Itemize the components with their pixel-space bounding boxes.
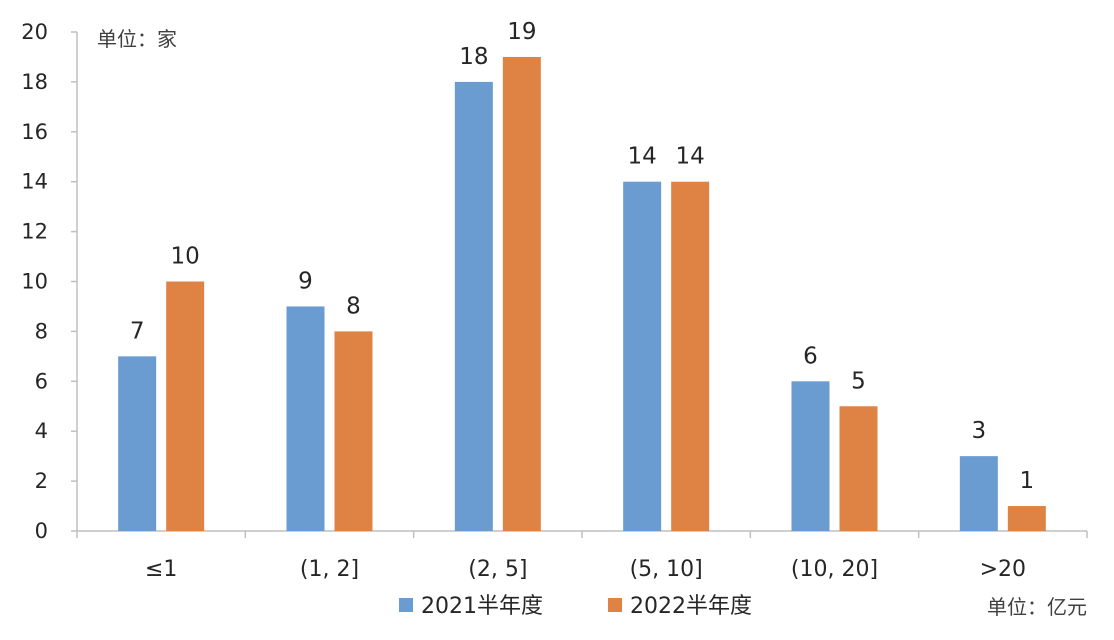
data-label: 1 — [1020, 468, 1035, 494]
legend: 2021半年度 2022半年度 — [399, 594, 752, 619]
y-tick-label: 10 — [21, 270, 48, 294]
legend-swatch-2022 — [608, 598, 622, 612]
x-tick-label: (2, 5] — [468, 557, 527, 582]
bar-2021 — [959, 456, 998, 531]
bars — [118, 56, 1046, 532]
x-tick-label: >20 — [980, 557, 1026, 582]
legend-label-2021: 2021半年度 — [421, 594, 543, 619]
data-label: 14 — [628, 144, 657, 170]
y-tick-label: 16 — [21, 120, 48, 144]
bar-2022 — [502, 56, 541, 531]
y-tick-label: 20 — [21, 20, 48, 44]
data-label: 18 — [459, 44, 488, 70]
bar-2021 — [791, 381, 830, 531]
y-tick-label: 18 — [21, 70, 48, 94]
y-axis: 0 2 4 6 8 10 12 14 16 18 20 — [21, 20, 78, 543]
data-label: 8 — [346, 293, 361, 319]
y-tick-label: 12 — [21, 220, 48, 244]
y-tick-label: 4 — [35, 419, 48, 443]
y-tick-label: 2 — [35, 469, 48, 493]
x-tick-label: (1, 2] — [300, 557, 359, 582]
bar-2021 — [118, 356, 157, 531]
y-tick-label: 8 — [35, 319, 48, 343]
data-label: 6 — [803, 343, 818, 369]
x-tick-label: (10, 20] — [791, 557, 878, 582]
data-label: 10 — [171, 244, 200, 270]
bar-2021 — [286, 306, 325, 531]
bar-2022 — [334, 331, 373, 531]
data-label: 3 — [972, 418, 987, 444]
x-axis: ≤1 (1, 2] (2, 5] (5, 10] (10, 20] >20 — [76, 530, 1088, 582]
x-unit-label: 单位：亿元 — [987, 595, 1087, 619]
y-tick-label: 0 — [35, 519, 48, 543]
y-tick-label: 6 — [35, 369, 48, 393]
x-tick-label: (5, 10] — [630, 557, 703, 582]
legend-swatch-2021 — [399, 598, 413, 612]
bar-2021 — [623, 181, 662, 531]
data-label: 7 — [130, 318, 145, 344]
x-tick-label: ≤1 — [145, 557, 177, 582]
bar-2022 — [671, 181, 710, 531]
data-label: 9 — [298, 268, 313, 294]
y-unit-label: 单位：家 — [97, 27, 177, 51]
data-label: 14 — [676, 144, 705, 170]
bar-2022 — [166, 281, 205, 531]
legend-label-2022: 2022半年度 — [630, 594, 752, 619]
data-labels: 7 9 18 14 6 3 10 8 19 14 5 1 — [130, 19, 1034, 494]
data-label: 5 — [851, 368, 866, 394]
data-label: 19 — [507, 19, 536, 45]
bar-2022 — [1007, 506, 1046, 531]
bar-2021 — [454, 81, 493, 532]
bar-2022 — [839, 406, 878, 531]
y-tick-label: 14 — [21, 170, 48, 194]
